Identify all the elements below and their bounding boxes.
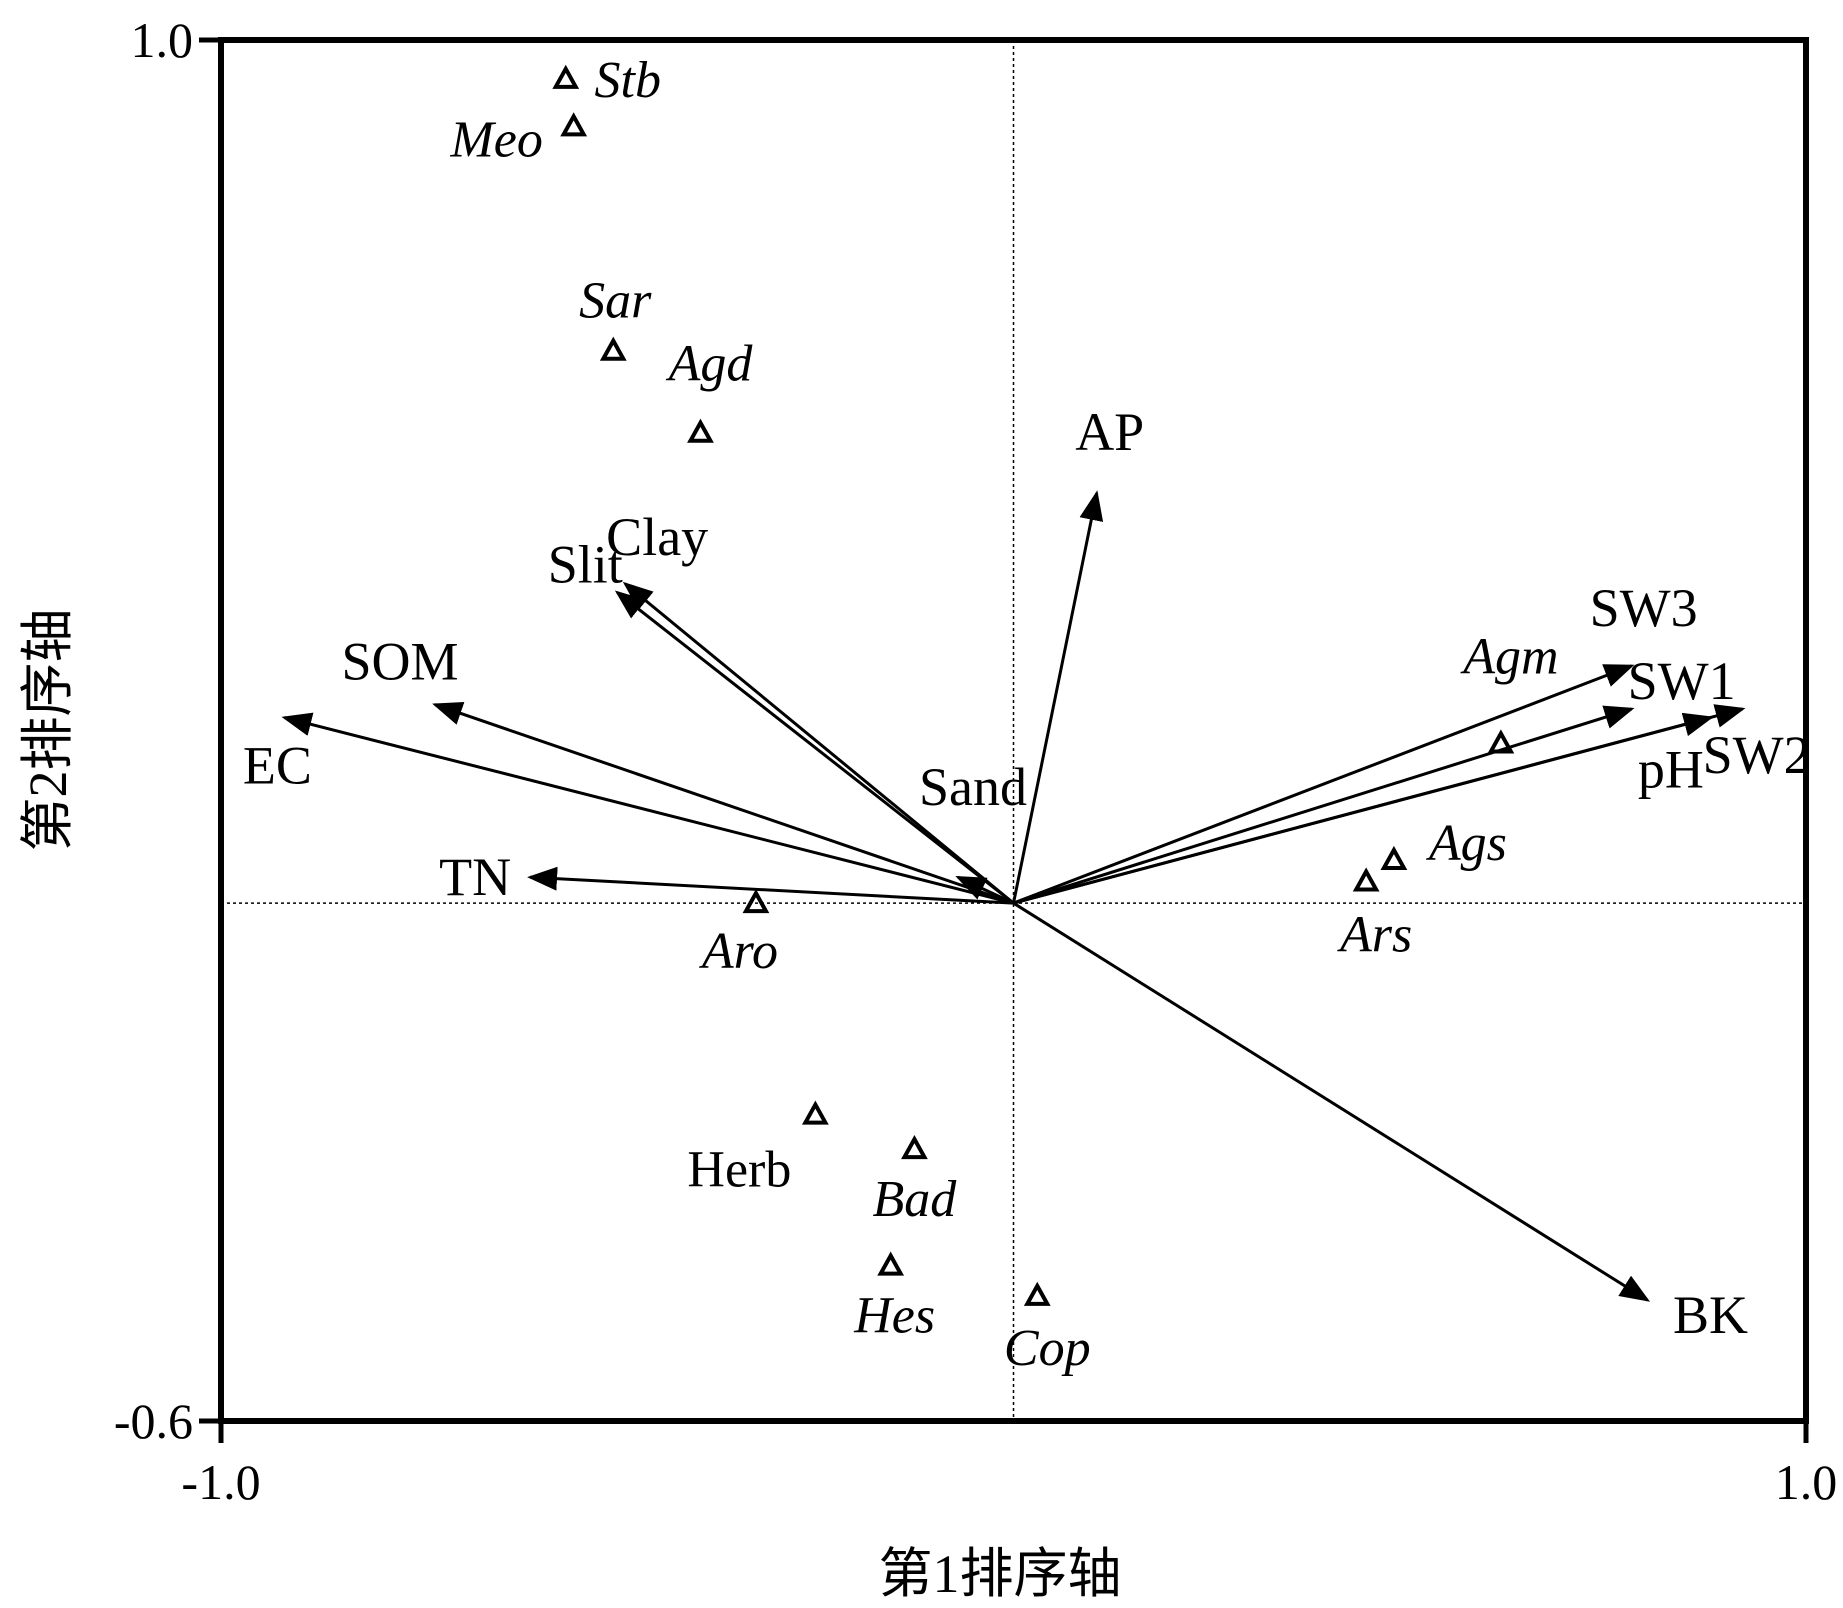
- vector-label-sw2: SW2: [1703, 725, 1811, 785]
- species-label-hes: Hes: [853, 1288, 935, 1345]
- vector-ec: [281, 712, 1014, 905]
- vector-tn: [527, 866, 1014, 905]
- species-label-stb: Stb: [595, 52, 661, 109]
- y-axis-title: 第2排序轴: [18, 609, 78, 852]
- x-axis-title: 第1排序轴: [879, 1544, 1122, 1604]
- y-tick-label: 1.0: [131, 12, 194, 68]
- species-label-bad: Bad: [873, 1171, 958, 1228]
- vector-bk: [1012, 901, 1651, 1302]
- x-tick-label: 1.0: [1775, 1454, 1838, 1510]
- species-marker-cop: [1023, 1281, 1051, 1306]
- species-marker-agd: [687, 418, 714, 443]
- species-label-sar: Sar: [579, 273, 652, 330]
- vector-label-bk: BK: [1673, 1285, 1748, 1345]
- species-marker-ars: [1352, 867, 1380, 892]
- species-marker-ags: [1380, 845, 1408, 870]
- species-marker-stb: [552, 64, 580, 89]
- species-marker-meo: [560, 112, 588, 137]
- vector-sw2: [1013, 704, 1746, 905]
- species-label-ars: Ars: [1337, 907, 1412, 964]
- x-tick-label: -1.0: [181, 1454, 260, 1510]
- species-marker-bad: [901, 1135, 928, 1160]
- species-label-aro: Aro: [699, 923, 778, 980]
- species-marker-aro: [742, 889, 770, 914]
- vector-label-sw3: SW3: [1590, 578, 1698, 638]
- vector-sand: [955, 875, 1015, 905]
- vector-label-sand: Sand: [919, 757, 1027, 817]
- species-marker-hes: [877, 1251, 905, 1276]
- vector-label-ec: EC: [243, 736, 312, 796]
- vector-ap: [1012, 490, 1104, 904]
- vector-clay: [622, 581, 1015, 905]
- species-label-agm: Agm: [1460, 628, 1558, 685]
- vector-label-sw1: SW1: [1628, 651, 1736, 711]
- vector-label-clay: Clay: [606, 507, 708, 567]
- species-marker-herb: [801, 1100, 829, 1125]
- species-label-meo: Meo: [449, 111, 542, 168]
- vector-sw3: [1012, 664, 1635, 905]
- vector-label-ph: pH: [1638, 740, 1704, 800]
- axis-ticks: -1.0 1.0 -0.6 1.0: [114, 12, 1837, 1510]
- species-label-ags: Ags: [1426, 815, 1507, 872]
- species-label-herb: Herb: [687, 1142, 791, 1199]
- species-label-agd: Agd: [666, 336, 754, 393]
- vector-label-tn: TN: [439, 847, 511, 907]
- vector-sw1: [1013, 705, 1635, 905]
- species-marker-agm: [1487, 729, 1515, 754]
- species-marker-sar: [599, 336, 627, 361]
- vector-label-ap: AP: [1075, 402, 1144, 462]
- vector-slit: [614, 590, 1015, 905]
- vector-label-slit: Slit: [548, 534, 623, 594]
- species-label-cop: Cop: [1004, 1320, 1091, 1377]
- y-tick-label: -0.6: [114, 1393, 193, 1449]
- vector-label-som: SOM: [341, 632, 458, 692]
- vector-som: [432, 702, 1014, 905]
